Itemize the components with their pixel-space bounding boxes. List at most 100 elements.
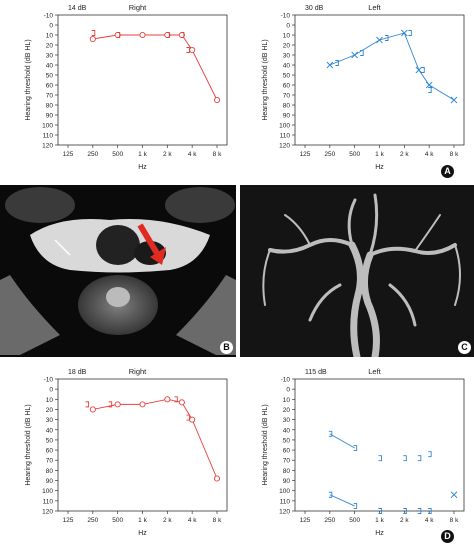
y-tick-label: 40 xyxy=(46,63,54,70)
chart-title: Left xyxy=(368,3,381,12)
data-point-bracket xyxy=(328,491,333,498)
x-tick-label: 250 xyxy=(87,517,98,524)
x-axis-label: Hz xyxy=(138,530,147,537)
data-point-bracket xyxy=(385,35,389,41)
data-point-circle xyxy=(189,46,196,54)
data-point-bracket xyxy=(378,508,382,514)
y-tick-label: 110 xyxy=(280,133,291,140)
data-point-bracket xyxy=(186,414,190,421)
plot-frame xyxy=(57,378,228,512)
y-tick-label: 100 xyxy=(42,123,53,130)
y-tick-label: 50 xyxy=(283,437,291,444)
audiogram-svg: -10 0 10 20 30 40 50 60 70 80 90 100 110 120 125 250 500… xyxy=(25,3,228,171)
x-tick-label: 125 xyxy=(63,517,74,524)
y-tick-label: 80 xyxy=(46,468,54,475)
y-tick-label: 30 xyxy=(46,53,54,60)
y-axis-label: Hearing threshold (dB HL) xyxy=(262,404,269,485)
x-tick-label: 8 k xyxy=(213,151,222,158)
data-point-circle xyxy=(139,401,146,408)
y-tick-label: 40 xyxy=(283,63,291,70)
y-tick-label: 30 xyxy=(283,53,291,60)
y-tick-label: 50 xyxy=(283,73,291,80)
y-tick-label: 10 xyxy=(283,397,291,404)
data-point-bracket xyxy=(108,401,113,408)
y-tick-label: 20 xyxy=(46,407,54,414)
x-tick-label: 1 k xyxy=(375,151,384,158)
data-point-cross xyxy=(415,66,423,74)
data-point-circle xyxy=(89,406,96,413)
y-tick-label: 110 xyxy=(43,133,54,140)
y-tick-label: 70 xyxy=(46,93,54,100)
y-tick-label: 20 xyxy=(283,407,291,414)
series-line xyxy=(92,34,218,101)
y-tick-label: 20 xyxy=(46,43,54,50)
x-tick-label: 4 k xyxy=(425,151,434,158)
data-point-bracket xyxy=(428,87,432,93)
x-tick-label: 4 k xyxy=(188,151,197,158)
data-point-bracket xyxy=(186,47,190,53)
y-tick-label: 90 xyxy=(283,478,291,485)
panel-label-a: A xyxy=(441,165,454,178)
data-point-bracket xyxy=(328,430,333,437)
data-point-circle xyxy=(114,401,121,408)
y-tick-label: 50 xyxy=(46,437,54,444)
y-tick-label: -10 xyxy=(281,377,291,384)
data-point-bracket xyxy=(403,508,407,514)
y-tick-label: 120 xyxy=(279,143,290,150)
data-point-bracket xyxy=(421,67,425,73)
data-point-bracket xyxy=(360,50,364,56)
y-tick-label: 0 xyxy=(286,23,290,30)
y-tick-label: -10 xyxy=(281,13,291,20)
y-axis-label: Hearing threshold (dB HL) xyxy=(262,39,269,120)
pta-label: 18 dB xyxy=(68,369,87,376)
y-tick-label: 120 xyxy=(42,143,53,150)
y-tick-label: 90 xyxy=(46,478,54,485)
x-tick-label: 8 k xyxy=(450,517,459,524)
y-tick-label: 90 xyxy=(46,113,54,120)
x-tick-label: 500 xyxy=(112,151,123,158)
y-tick-label: 80 xyxy=(46,103,54,110)
series-line xyxy=(329,494,355,507)
data-point-bracket xyxy=(335,60,339,66)
y-tick-label: -10 xyxy=(44,13,54,20)
chart-title: Right xyxy=(129,367,147,376)
x-tick-label: 8 k xyxy=(450,151,459,158)
data-point-bracket xyxy=(174,396,178,403)
y-axis-label: Hearing threshold (dB HL) xyxy=(25,39,32,120)
pta-label: 14 dB xyxy=(68,5,87,12)
data-point-bracket xyxy=(403,455,407,462)
y-tick-label: 120 xyxy=(279,509,290,516)
data-point-bracket xyxy=(408,30,412,36)
y-tick-label: 0 xyxy=(49,23,53,30)
data-point-bracket xyxy=(85,401,90,408)
y-tick-label: 40 xyxy=(46,427,54,434)
audiogram-right-a: -10 0 10 20 30 40 50 60 70 80 90 100 110 120 125 250 500… xyxy=(0,0,237,180)
x-axis-label: Hz xyxy=(375,164,384,171)
angiography-image xyxy=(240,185,474,357)
x-tick-label: 125 xyxy=(300,517,311,524)
data-point-circle xyxy=(189,416,196,423)
data-point-circle xyxy=(139,31,146,39)
y-tick-label: 50 xyxy=(46,73,54,80)
y-tick-label: 100 xyxy=(42,488,53,495)
panel-label-b: B xyxy=(220,341,233,354)
y-tick-label: 70 xyxy=(283,458,291,465)
y-tick-label: 30 xyxy=(283,417,291,424)
x-tick-label: 125 xyxy=(63,151,74,158)
chart-title: Left xyxy=(368,367,381,376)
data-point-bracket xyxy=(166,32,170,38)
x-tick-label: 2 k xyxy=(163,517,172,524)
series-line xyxy=(92,398,218,479)
x-tick-label: 1 k xyxy=(375,517,384,524)
audiogram-svg: -10 0 10 20 30 40 50 60 70 80 90 100 110 120 125 250 500… xyxy=(262,367,465,537)
y-tick-label: 110 xyxy=(43,498,54,505)
data-point-cross xyxy=(376,36,383,44)
x-tick-label: 250 xyxy=(324,517,335,524)
x-tick-label: 500 xyxy=(112,517,123,524)
x-tick-label: 2 k xyxy=(400,151,409,158)
data-point-circle xyxy=(89,35,96,43)
data-point-bracket xyxy=(353,502,358,509)
y-tick-label: 110 xyxy=(280,498,291,505)
y-tick-label: 0 xyxy=(286,387,290,394)
audiogram-right-d: -10 0 10 20 30 40 50 60 70 80 90 100 110 120 125 250 500… xyxy=(0,364,237,546)
